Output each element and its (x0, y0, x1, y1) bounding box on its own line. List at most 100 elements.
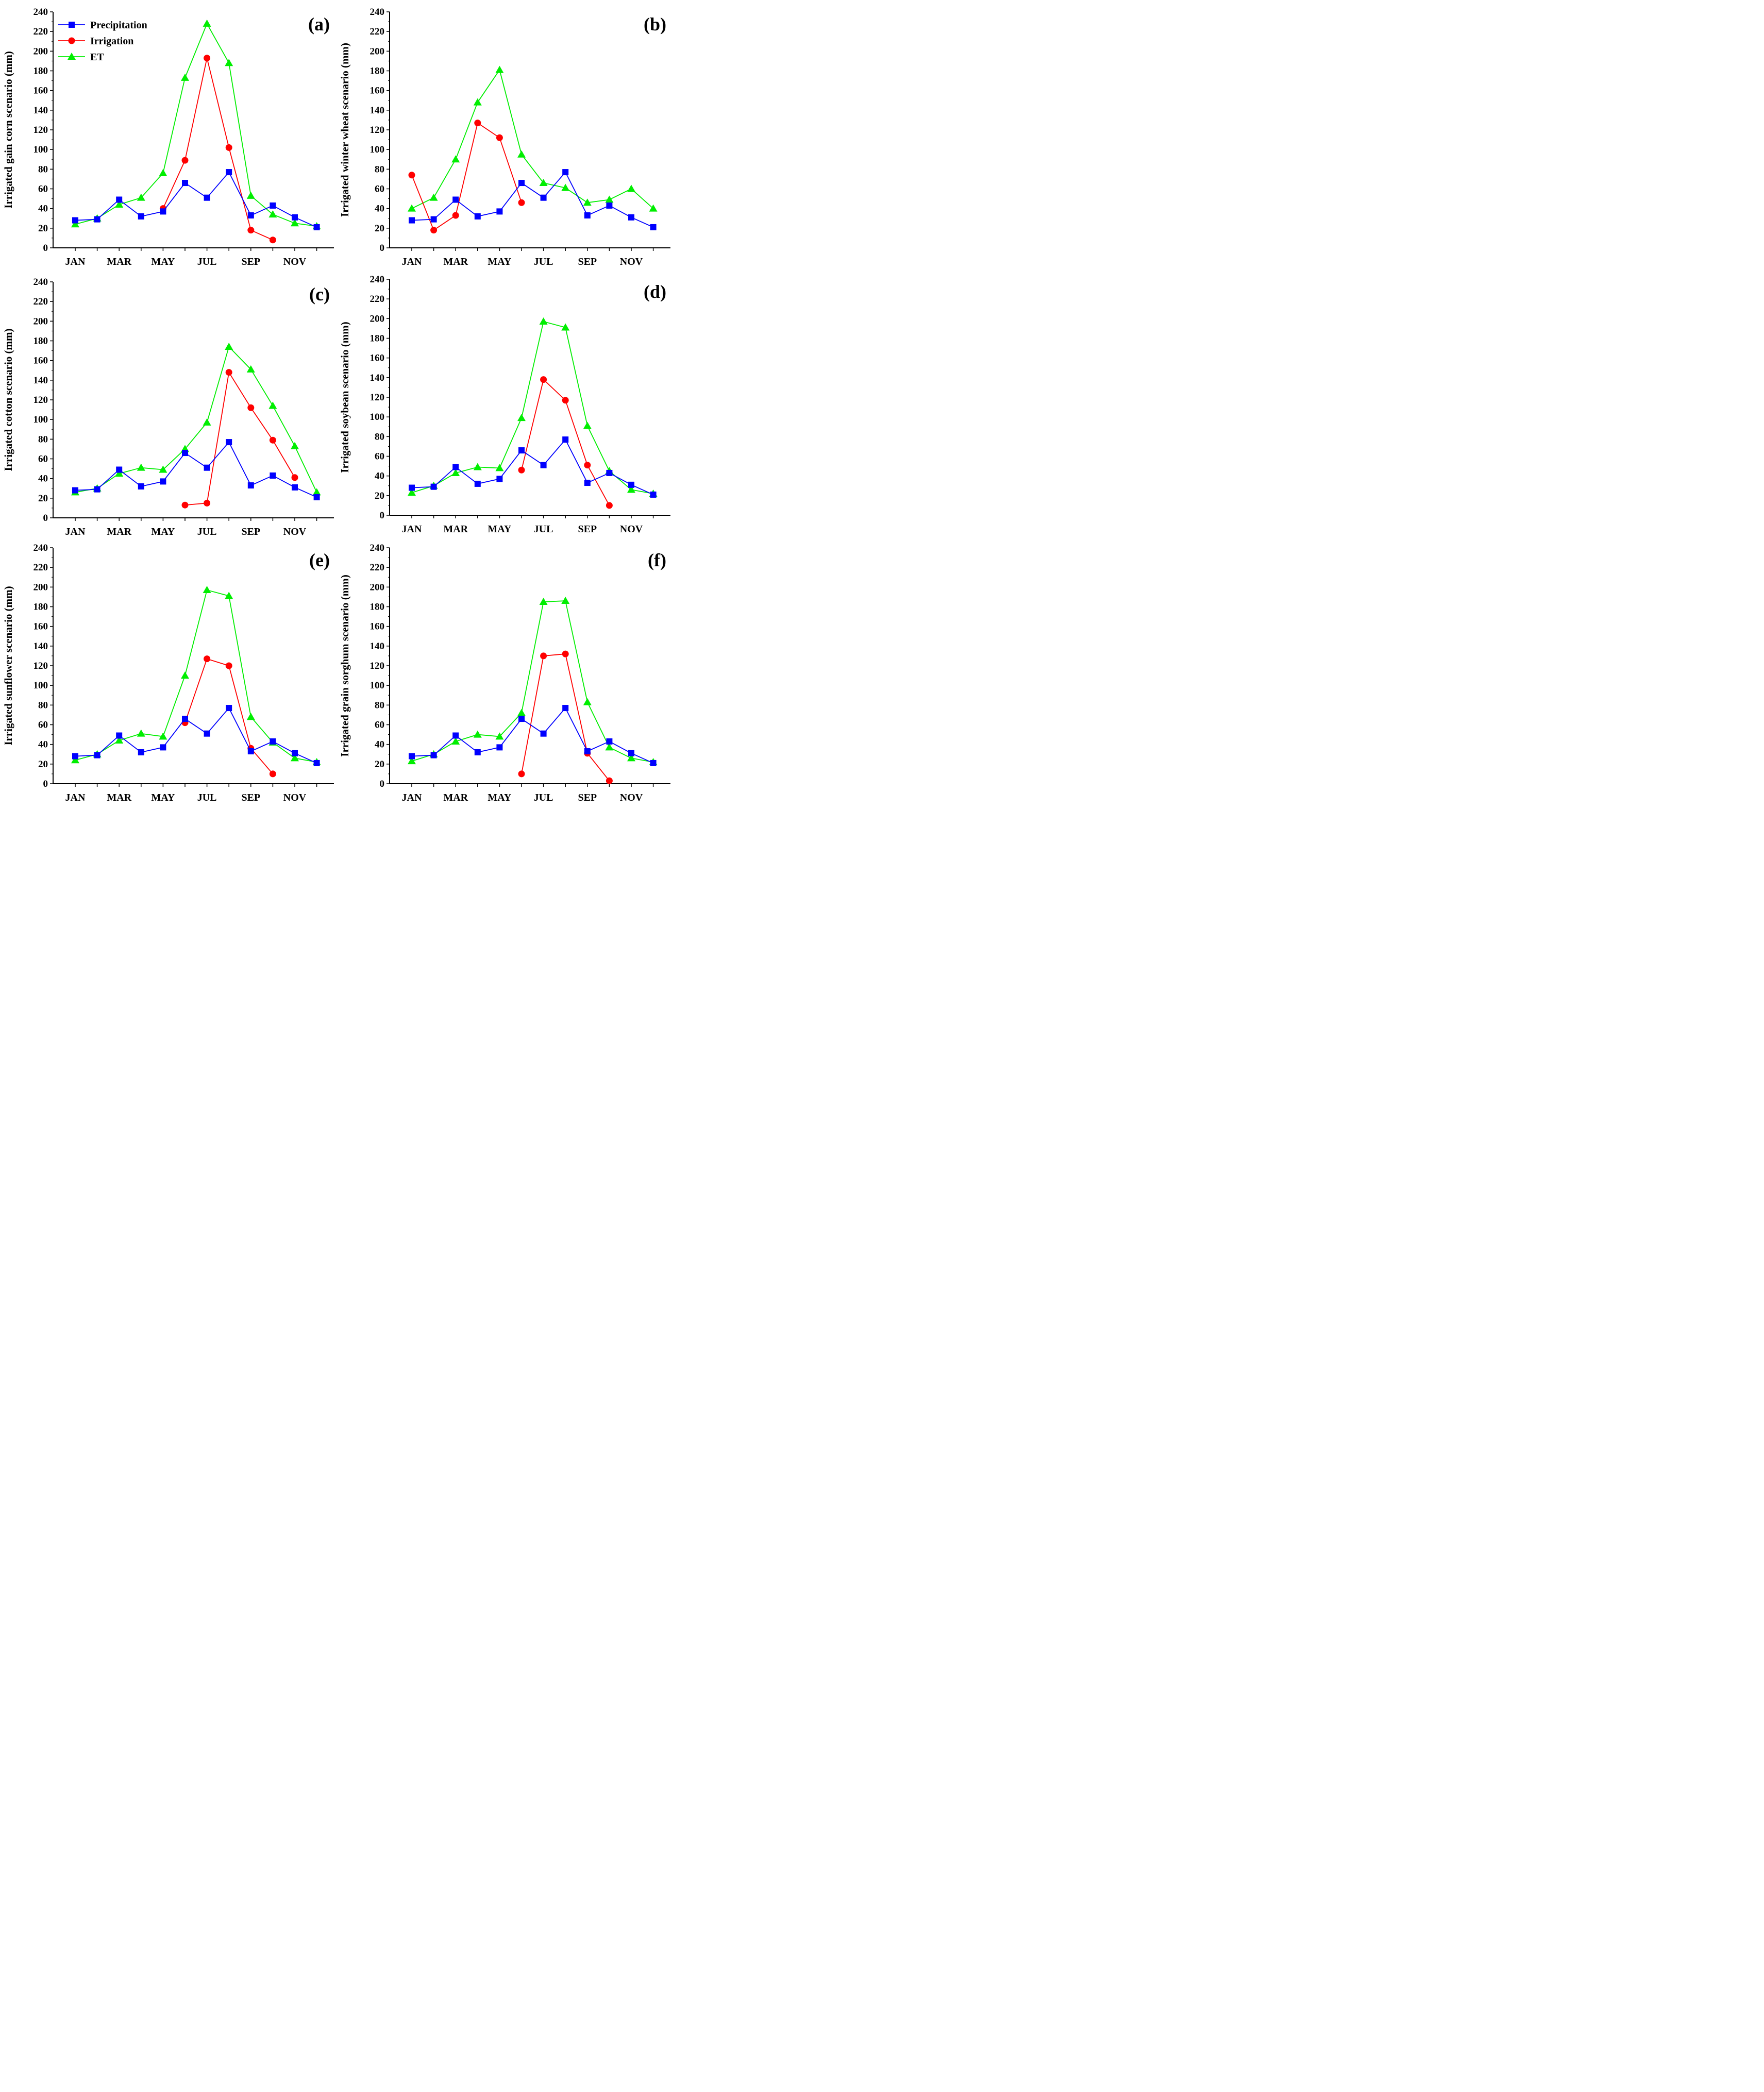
precipitation-point (270, 738, 276, 745)
y-tick-label: 220 (33, 26, 48, 37)
precipitation-point (226, 439, 232, 446)
x-tick-label: JAN (65, 526, 86, 537)
irrigation-point (181, 157, 189, 164)
precipitation-point (182, 716, 188, 722)
irrigation-point (204, 499, 211, 507)
y-tick-label: 180 (33, 336, 48, 347)
x-tick-label: NOV (620, 524, 643, 535)
series-et (71, 342, 321, 496)
precipitation-point (204, 730, 210, 737)
irrigation-point (269, 237, 276, 244)
x-tick-label: MAY (151, 526, 175, 537)
et-point (246, 365, 255, 373)
legend-entry-precipitation: Precipitation (90, 20, 147, 31)
et-point (649, 204, 658, 212)
precipitation-point (518, 716, 525, 722)
x-tick-label: MAR (443, 256, 468, 267)
y-tick-label: 180 (370, 602, 385, 613)
y-tick-label: 200 (370, 46, 385, 57)
precipitation-point (94, 486, 100, 493)
y-tick-label: 0 (43, 243, 48, 254)
y-tick-label: 20 (38, 223, 48, 234)
y-tick-label: 140 (370, 105, 385, 116)
precipitation-line (75, 171, 317, 228)
irrigation-point (225, 662, 232, 669)
et-point (605, 743, 614, 751)
irrigation-point (204, 655, 211, 663)
y-tick-label: 80 (38, 164, 48, 175)
irrigation-point (181, 501, 189, 509)
y-tick-label: 120 (370, 125, 385, 136)
y-tick-label: 60 (375, 720, 384, 731)
x-tick-label: NOV (283, 792, 307, 803)
precipitation-point (292, 750, 298, 756)
x-tick-label: JUL (197, 792, 217, 803)
x-tick-label: MAR (107, 526, 131, 537)
precipitation-point (496, 208, 503, 215)
et-line (411, 69, 654, 209)
y-tick-label: 40 (375, 471, 384, 482)
series-irrigation (518, 376, 613, 509)
precipitation-point (292, 214, 298, 221)
precipitation-point (94, 752, 100, 758)
panel-f: 0 20 40 60 80 100 120 140 160 180 200 220 240 JAN MAR M… (339, 543, 670, 803)
y-axis-title: Irrigated winter wheat scenario (mm) (339, 43, 351, 217)
precipitation-point (584, 480, 591, 486)
precipitation-line (411, 707, 653, 764)
et-point (159, 732, 167, 740)
y-tick-label: 160 (33, 621, 48, 632)
y-tick-label: 140 (370, 373, 385, 383)
x-tick-label: NOV (283, 526, 307, 537)
precipitation-point (430, 216, 437, 223)
precipitation-point (628, 750, 634, 756)
precipitation-point (138, 749, 144, 755)
y-tick-label: 40 (38, 204, 48, 214)
irrigation-line (521, 653, 610, 781)
panel-label: (c) (309, 284, 330, 305)
et-point (71, 220, 79, 228)
et-line (411, 320, 653, 494)
precipitation-line (411, 438, 653, 495)
irrigation-point (269, 770, 276, 778)
y-tick-label: 120 (370, 392, 385, 403)
precipitation-point (452, 732, 459, 739)
y-tick-label: 200 (33, 582, 48, 593)
precipitation-point (518, 447, 525, 454)
x-tick-label: MAR (443, 524, 468, 535)
y-tick-label: 100 (370, 412, 385, 423)
et-point (473, 98, 482, 106)
irrigation-point (269, 436, 276, 444)
precipitation-point (452, 464, 459, 470)
y-tick-label: 140 (33, 641, 48, 652)
panel-e: 0 20 40 60 80 100 120 140 160 180 200 220 240 JAN MAR M… (2, 543, 334, 803)
y-tick-label: 180 (370, 333, 385, 344)
y-tick-label: 140 (33, 105, 48, 116)
x-tick-label: NOV (620, 256, 643, 267)
precipitation-point (650, 224, 657, 230)
et-point (268, 401, 277, 409)
panel-c: 0 20 40 60 80 100 120 140 160 180 200 220 240 JAN MAR M… (2, 277, 334, 537)
et-point (583, 421, 592, 429)
legend-marker (69, 22, 75, 28)
precipitation-point (540, 462, 547, 468)
y-tick-label: 120 (33, 125, 48, 136)
et-point (115, 200, 124, 208)
precipitation-point (182, 450, 188, 457)
precipitation-point (628, 214, 634, 221)
et-line (411, 600, 653, 763)
y-tick-label: 80 (375, 700, 384, 711)
x-tick-label: JAN (402, 524, 422, 535)
series-precipitation (409, 436, 657, 498)
irrigation-point (225, 369, 232, 376)
et-point (137, 729, 145, 737)
panel-label: (f) (648, 550, 666, 570)
et-point (203, 19, 211, 27)
panel-b: 0 20 40 60 80 100 120 140 160 180 200 220 240 JAN MAR M… (339, 7, 670, 267)
et-point (627, 184, 635, 192)
precipitation-point (606, 738, 613, 745)
et-line (75, 22, 317, 227)
y-tick-label: 80 (38, 700, 48, 711)
x-tick-label: JAN (65, 256, 86, 267)
irrigation-line (184, 371, 295, 506)
x-tick-label: SEP (241, 256, 260, 267)
